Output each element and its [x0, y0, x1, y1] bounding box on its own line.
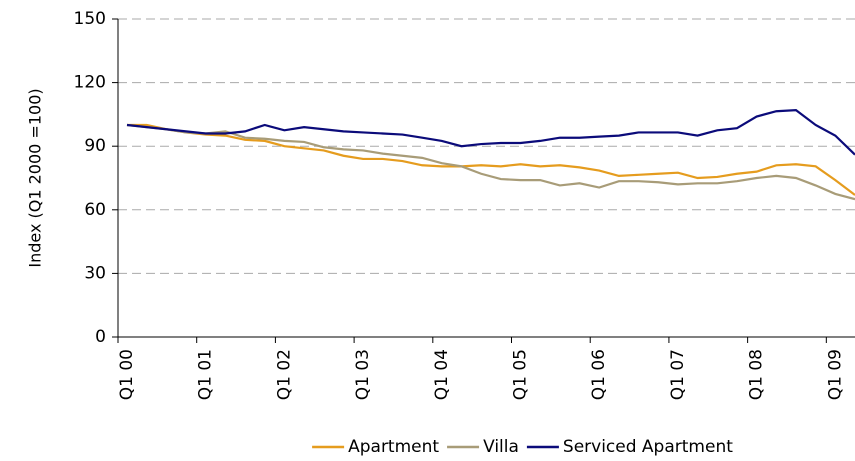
legend-label: Villa	[483, 437, 519, 457]
legend-label: Serviced Apartment	[563, 437, 733, 457]
x-tick-label: Q1 09	[825, 349, 845, 400]
line-series	[127, 123, 855, 196]
y-tick-label: 60	[84, 200, 106, 220]
y-axis-label: Index (Q1 2000 =100)	[26, 88, 45, 267]
x-tick-label: Q1 00	[117, 349, 137, 400]
x-tick-label: Q1 01	[196, 349, 216, 400]
x-tick-label: Q1 06	[589, 349, 609, 400]
y-tick-label: 120	[74, 73, 106, 93]
x-tick-label: Q1 03	[353, 349, 373, 400]
y-tick-label: 90	[84, 136, 106, 156]
line-series	[126, 109, 855, 156]
legend-label: Apartment	[348, 437, 439, 457]
y-tick-label: 0	[95, 327, 106, 347]
x-tick-label: Q1 07	[668, 349, 688, 400]
x-tick-label: Q1 04	[432, 349, 452, 400]
y-tick-label: 30	[84, 263, 106, 283]
x-tick-label: Q1 02	[274, 349, 294, 400]
x-tick-label: Q1 08	[747, 349, 767, 400]
y-tick-label: 150	[74, 9, 106, 29]
x-tick-label: Q1 05	[511, 349, 531, 400]
line-series	[126, 123, 855, 201]
